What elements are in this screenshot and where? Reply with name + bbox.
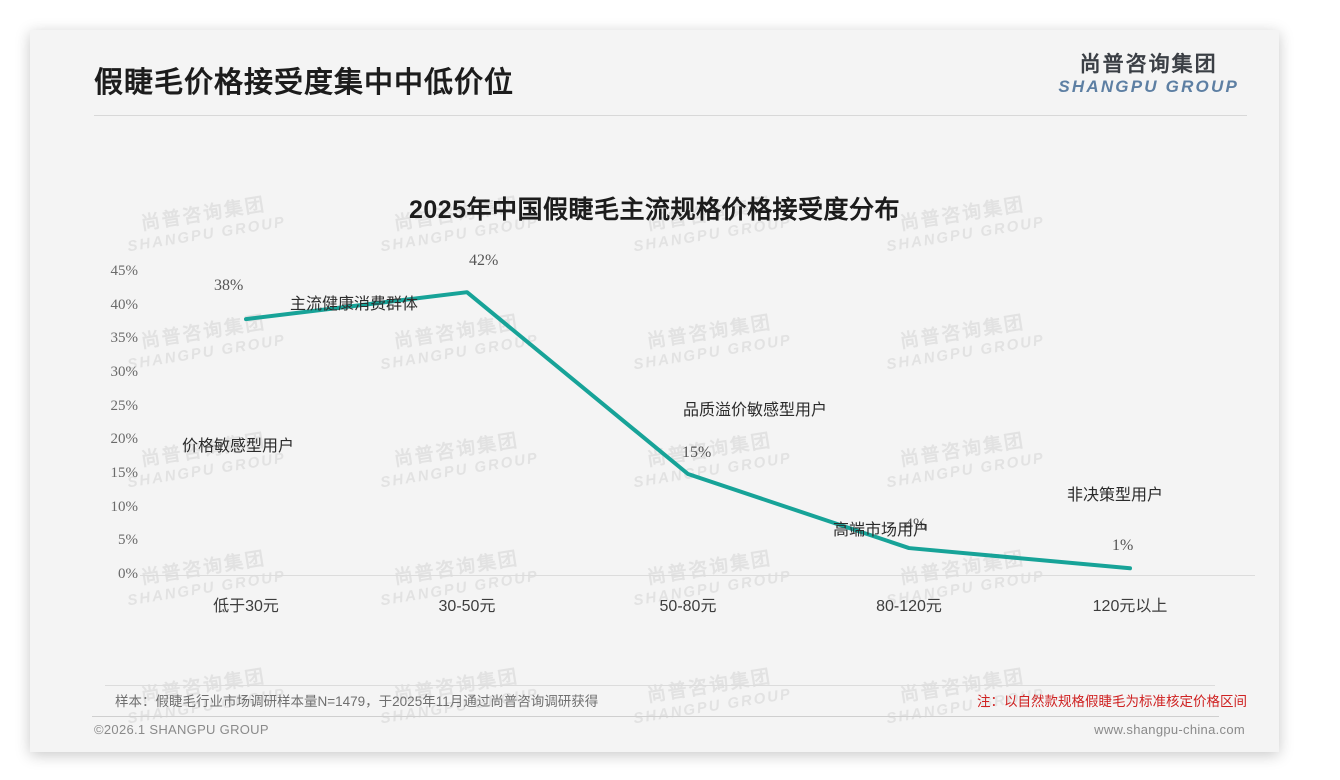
watermark: 尚普咨询集团 SHANGPU GROUP xyxy=(629,665,793,728)
watermark: 尚普咨询集团 SHANGPU GROUP xyxy=(882,429,1046,492)
footer-divider xyxy=(92,716,1219,717)
slide-card: 尚普咨询集团 SHANGPU GROUP 尚普咨询集团 SHANGPU GROUP 尚普… xyxy=(30,30,1279,752)
header-divider xyxy=(94,115,1247,116)
watermark-cn: 尚普咨询集团 xyxy=(898,430,1027,471)
x-axis-tick: 30-50元 xyxy=(438,598,496,615)
y-axis-tick: 40% xyxy=(110,296,139,313)
watermark: 尚普咨询集团 SHANGPU GROUP xyxy=(882,311,1046,374)
watermark-cn: 尚普咨询集团 xyxy=(392,430,521,471)
watermark: 尚普咨询集团 SHANGPU GROUP xyxy=(376,429,540,492)
watermark-en: SHANGPU GROUP xyxy=(885,331,1047,374)
brand-logo-cn: 尚普咨询集团 xyxy=(1079,53,1218,76)
watermark: 尚普咨询集团 SHANGPU GROUP xyxy=(123,429,287,492)
watermark-cn: 尚普咨询集团 xyxy=(392,548,521,589)
data-point-label: 1% xyxy=(1112,537,1134,555)
chart-annotation: 高端市场用户 xyxy=(833,522,930,539)
watermark-en: SHANGPU GROUP xyxy=(379,567,541,610)
watermark: 尚普咨询集团 SHANGPU GROUP xyxy=(882,547,1046,610)
y-axis-tick: 15% xyxy=(110,465,139,481)
page-title: 假睫毛价格接受度集中中低价位 xyxy=(94,67,515,99)
watermark-cn: 尚普咨询集团 xyxy=(645,666,774,707)
watermark: 尚普咨询集团 SHANGPU GROUP xyxy=(123,547,287,610)
y-axis-tick: 35% xyxy=(110,330,139,347)
data-point-label: 4% xyxy=(905,516,927,534)
chart-annotation: 品质溢价敏感型用户 xyxy=(683,402,828,419)
chart-annotation: 非决策型用户 xyxy=(1067,487,1164,504)
watermark: 尚普咨询集团 SHANGPU GROUP xyxy=(629,547,793,610)
x-axis-line xyxy=(140,575,1255,576)
x-axis-tick: 低于30元 xyxy=(213,598,279,615)
brand-logo: 尚普咨询集团 SHANGPU GROUP xyxy=(1058,53,1239,97)
watermark-en: SHANGPU GROUP xyxy=(632,449,794,492)
watermark-en: SHANGPU GROUP xyxy=(632,331,794,374)
slide-header: 假睫毛价格接受度集中中低价位 尚普咨询集团 SHANGPU GROUP xyxy=(30,30,1279,118)
website-link[interactable]: www.shangpu-china.com xyxy=(1094,722,1245,737)
sample-note: 样本：假睫毛行业市场调研样本量N=1479，于2025年11月通过尚普咨询调研获… xyxy=(115,694,599,709)
watermark-en: SHANGPU GROUP xyxy=(126,331,288,374)
data-point-label: 15% xyxy=(682,444,712,461)
chart-title: 2025年中国假睫毛主流规格价格接受度分布 xyxy=(408,196,901,224)
watermark-cn: 尚普咨询集团 xyxy=(392,312,521,353)
y-axis-tick: 30% xyxy=(110,364,139,380)
line-chart: 45% 40% 35% 30% 25% 20% 15% 10% 5% 0% 低于30元 30-50元 5… xyxy=(30,30,1279,752)
methodology-note: 注：以自然款规格假睫毛为标准核定价格区间 xyxy=(977,694,1247,709)
watermark-cn: 尚普咨询集团 xyxy=(139,548,268,589)
watermark-cn: 尚普咨询集团 xyxy=(898,312,1027,353)
watermark-cn: 尚普咨询集团 xyxy=(898,548,1027,589)
watermark-cn: 尚普咨询集团 xyxy=(139,430,268,471)
chart-annotation: 主流健康消费群体 xyxy=(290,296,419,313)
watermark-en: SHANGPU GROUP xyxy=(126,567,288,610)
watermark-en: SHANGPU GROUP xyxy=(632,567,794,610)
y-axis-tick: 5% xyxy=(118,532,138,549)
watermark: 尚普咨询集团 SHANGPU GROUP xyxy=(376,311,540,374)
series-polyline xyxy=(244,290,1132,571)
x-axis-tick: 80-120元 xyxy=(876,598,942,615)
watermark-cn: 尚普咨询集团 xyxy=(645,312,774,353)
watermark-en: SHANGPU GROUP xyxy=(379,331,541,374)
chart-line-svg xyxy=(244,290,1132,571)
watermark-en: SHANGPU GROUP xyxy=(885,449,1047,492)
y-axis-tick: 0% xyxy=(118,566,138,582)
chart-annotation: 价格敏感型用户 xyxy=(182,438,295,455)
watermark-en: SHANGPU GROUP xyxy=(632,685,794,728)
y-axis-tick: 20% xyxy=(110,431,139,448)
footnote-divider xyxy=(105,685,1215,686)
watermark-cn: 尚普咨询集团 xyxy=(645,430,774,471)
brand-logo-en: SHANGPU GROUP xyxy=(1058,77,1239,97)
y-axis-tick: 25% xyxy=(110,397,139,414)
x-axis-tick: 120元以上 xyxy=(1092,598,1168,615)
y-axis-tick: 10% xyxy=(110,498,139,515)
data-point-label: 42% xyxy=(469,252,499,270)
watermark-en: SHANGPU GROUP xyxy=(126,449,288,492)
watermark-cn: 尚普咨询集团 xyxy=(139,312,268,353)
copyright-text: ©2026.1 SHANGPU GROUP xyxy=(94,722,269,737)
watermark-en: SHANGPU GROUP xyxy=(379,449,541,492)
watermark: 尚普咨询集团 SHANGPU GROUP xyxy=(123,311,287,374)
y-axis-tick: 45% xyxy=(110,263,139,279)
watermark-cn: 尚普咨询集团 xyxy=(645,548,774,589)
watermark-en: SHANGPU GROUP xyxy=(885,567,1047,610)
watermark: 尚普咨询集团 SHANGPU GROUP xyxy=(376,547,540,610)
data-point-label: 38% xyxy=(214,277,244,295)
watermark: 尚普咨询集团 SHANGPU GROUP xyxy=(629,429,793,492)
watermark: 尚普咨询集团 SHANGPU GROUP xyxy=(629,311,793,374)
x-axis-tick: 50-80元 xyxy=(659,598,717,615)
